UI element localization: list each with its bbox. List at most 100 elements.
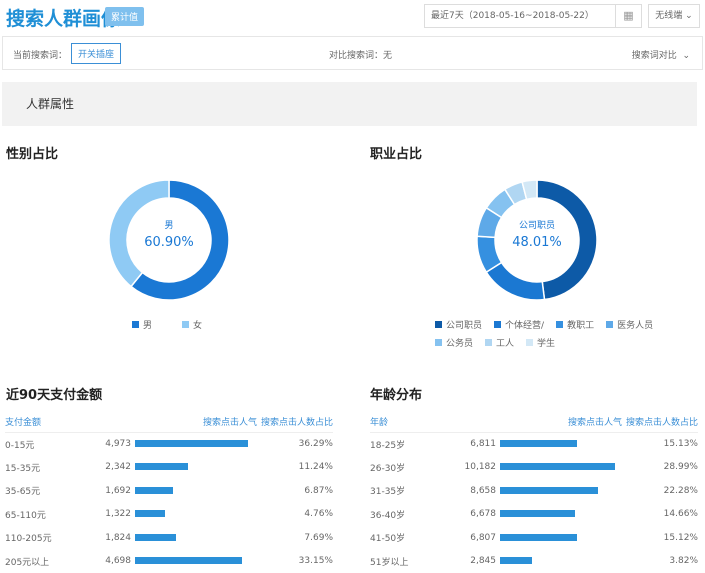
value-bar [135,557,242,564]
compare-toggle-label: 搜索词对比 [632,51,677,61]
legend-label: 公务员 [446,336,473,349]
legend-label: 医务人员 [617,318,653,331]
row-value: 6,807 [440,533,500,543]
legend-swatch [182,321,189,328]
row-value: 1,322 [75,509,135,519]
cumulative-badge[interactable]: 累计值 [105,7,144,26]
row-label: 18-25岁 [370,432,440,456]
row-value-cell: 2,845 [440,550,625,573]
legend-label: 教职工 [567,318,594,331]
value-bar [135,487,173,494]
legend-label: 女 [193,318,202,331]
value-bar [500,463,615,470]
table-header: 支付金额搜索点击人气搜索点击人数占比 [5,412,333,432]
device-select[interactable]: 无线端 ⌄ [648,4,700,28]
row-value: 10,182 [440,462,500,472]
gender-legend-item[interactable]: 女 [182,318,202,331]
section-title: 人群属性 [2,82,697,126]
current-keyword[interactable]: 开关插座 [71,43,121,64]
row-label: 205元以上 [5,550,75,573]
value-bar [500,557,532,564]
legend-label: 个体经营/ [505,318,544,331]
row-percent: 6.87% [260,479,333,503]
occupation-legend-item[interactable]: 公司职员 [435,318,482,331]
row-value: 8,658 [440,486,500,496]
occupation-slice[interactable] [486,262,544,300]
gender-center-value: 60.90% [99,235,239,251]
row-value: 1,824 [75,533,135,543]
row-value-cell: 6,811 [440,432,625,456]
legend-swatch [132,321,139,328]
row-label: 65-110元 [5,503,75,527]
gender-slice[interactable] [109,180,169,286]
value-bar [135,510,165,517]
legend-label: 公司职员 [446,318,482,331]
legend-swatch [494,321,501,328]
legend-label: 工人 [496,336,514,349]
row-value: 1,692 [75,486,135,496]
occupation-legend-item[interactable]: 公务员 [435,336,473,349]
row-percent: 14.66% [625,503,698,527]
current-keyword-label: 当前搜索词： [13,48,67,61]
row-label: 41-50岁 [370,526,440,550]
legend-swatch [556,321,563,328]
row-value-cell: 4,973 [75,432,260,456]
legend-swatch [485,339,492,346]
row-percent: 11.24% [260,456,333,480]
row-value-cell: 1,824 [75,526,260,550]
value-bar [135,463,188,470]
row-label: 15-35元 [5,456,75,480]
row-label: 0-15元 [5,432,75,456]
legend-swatch [435,339,442,346]
occupation-legend: 公司职员 个体经营/教职工 医务人员公务员 工人 学生 [435,318,675,349]
row-value-cell: 1,322 [75,503,260,527]
legend-label: 学生 [537,336,555,349]
gender-legend-item[interactable]: 男 [132,318,152,331]
row-value-cell: 10,182 [440,456,625,480]
column-header[interactable]: 支付金额 [5,412,75,432]
calendar-icon[interactable]: ▦ [615,5,641,27]
row-percent: 3.82% [625,550,698,573]
column-header[interactable]: 年龄 [370,412,440,432]
value-bar [500,534,577,541]
column-header[interactable]: 搜索点击人数占比 [625,412,698,432]
occupation-legend-item[interactable]: 医务人员 [606,318,653,331]
value-bar [500,487,598,494]
legend-swatch [435,321,442,328]
device-value: 无线端 [655,11,682,21]
occupation-legend-item[interactable]: 学生 [526,336,555,349]
column-header[interactable]: 搜索点击人气 [440,412,625,432]
row-value-cell: 2,342 [75,456,260,480]
pay-title: 近90天支付金额 [6,384,102,403]
value-bar [135,440,248,447]
row-percent: 22.28% [625,479,698,503]
gender-title: 性别占比 [6,143,58,162]
occupation-legend-item[interactable]: 个体经营/ [494,318,544,331]
row-value: 2,342 [75,462,135,472]
row-percent: 36.29% [260,432,333,456]
row-value-cell: 8,658 [440,479,625,503]
row-label: 51岁以上 [370,550,440,573]
age-title: 年龄分布 [370,384,422,403]
column-header[interactable]: 搜索点击人气 [75,412,260,432]
compare-toggle[interactable]: 搜索词对比 ⌄ [632,48,690,61]
row-percent: 15.13% [625,432,698,456]
date-range-picker[interactable]: 最近7天（2018-05-16~2018-05-22）▦ [424,4,642,28]
row-value-cell: 6,678 [440,503,625,527]
row-percent: 7.69% [260,526,333,550]
occupation-legend-item[interactable]: 工人 [485,336,514,349]
value-bar [135,534,176,541]
table-header: 年龄搜索点击人气搜索点击人数占比 [370,412,698,432]
column-header[interactable]: 搜索点击人数占比 [260,412,333,432]
row-label: 26-30岁 [370,456,440,480]
row-label: 31-35岁 [370,479,440,503]
occupation-legend-item[interactable]: 教职工 [556,318,594,331]
row-value-cell: 1,692 [75,479,260,503]
